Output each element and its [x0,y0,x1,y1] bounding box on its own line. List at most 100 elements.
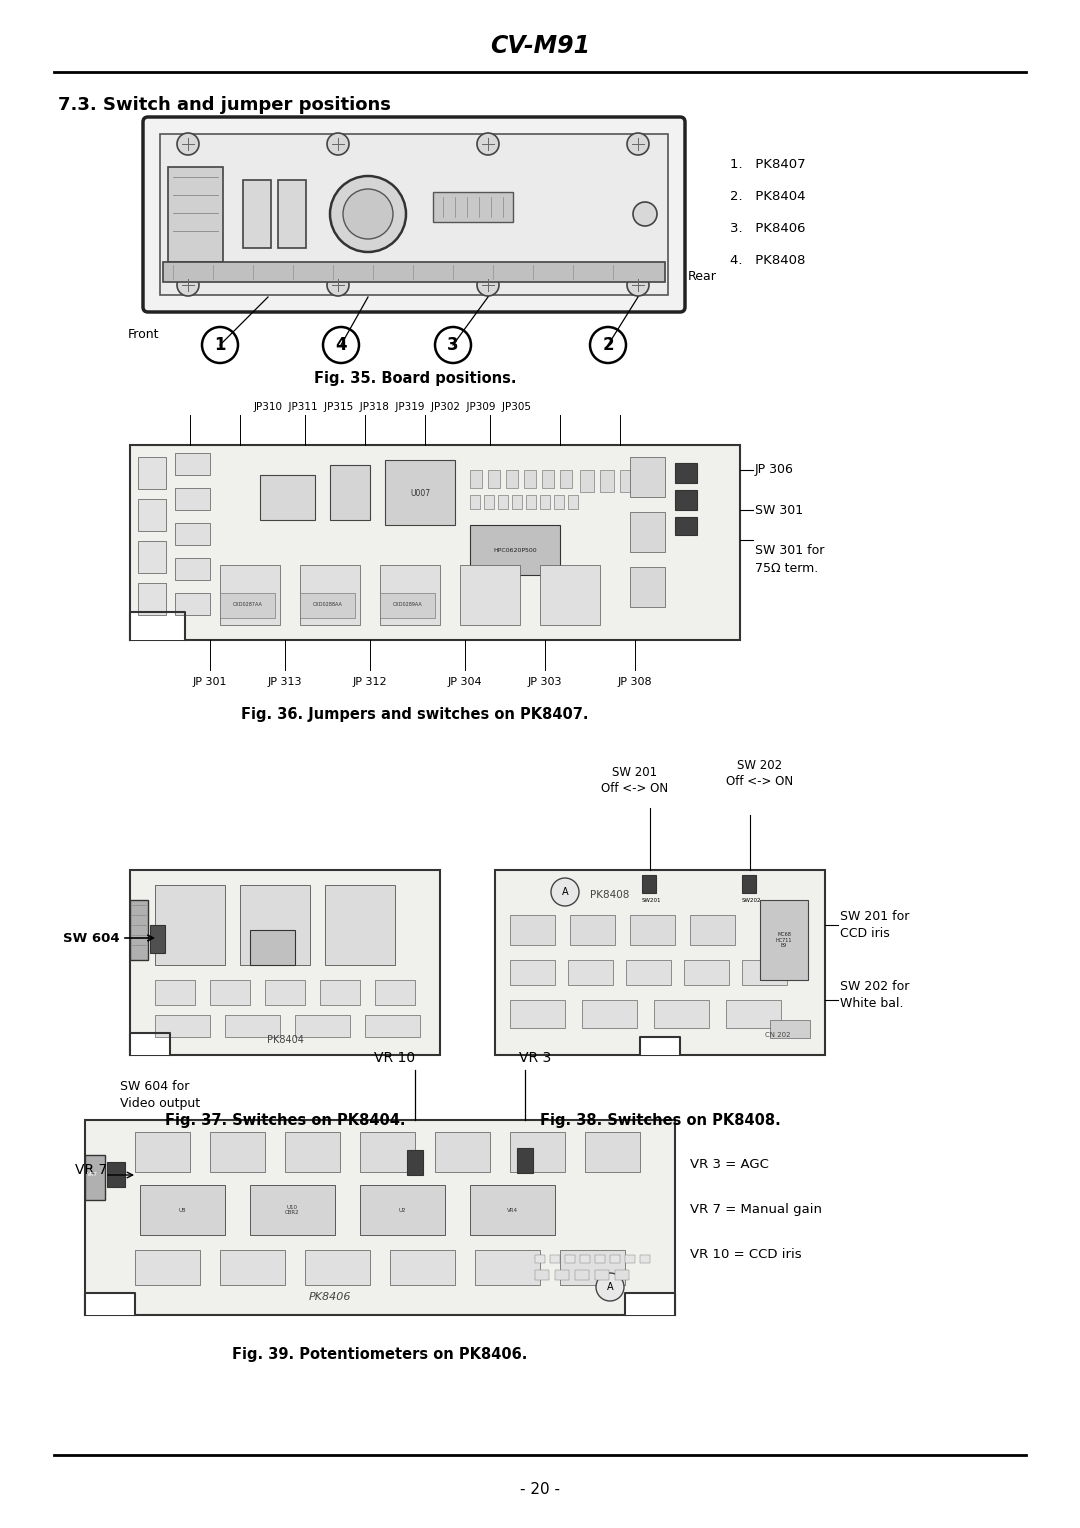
Text: U007: U007 [410,489,430,498]
Text: VR 10 = CCD iris: VR 10 = CCD iris [690,1248,801,1262]
Bar [470,495,480,509]
Bar [130,900,148,960]
Text: 3.   PK8406: 3. PK8406 [730,223,806,235]
Text: SW 604: SW 604 [64,932,120,944]
Bar [600,471,615,492]
Text: CV-M91: CV-M91 [490,34,590,58]
Circle shape [477,274,499,296]
Bar [130,1033,170,1054]
Text: VR 3: VR 3 [518,1051,551,1065]
Text: 3: 3 [447,336,459,354]
Text: Fig. 39. Potentiometers on PK8406.: Fig. 39. Potentiometers on PK8406. [232,1348,528,1363]
Text: HPC0620P500: HPC0620P500 [494,547,537,553]
Bar [561,1250,625,1285]
Text: VR4: VR4 [507,1207,517,1213]
Text: JP 301: JP 301 [192,677,227,688]
Bar [380,565,440,625]
Text: VR 10: VR 10 [375,1051,416,1065]
Bar [470,471,482,487]
Bar [156,885,225,966]
Bar [175,523,210,545]
Text: Fig. 36. Jumpers and switches on PK8407.: Fig. 36. Jumpers and switches on PK8407. [241,707,589,723]
Text: - 20 -: - 20 - [519,1482,561,1497]
Bar [300,565,360,625]
Bar [625,1293,675,1316]
Bar [220,565,280,625]
Bar [555,1270,569,1280]
Bar [470,1186,555,1235]
Bar [360,1132,415,1172]
Text: JP 313: JP 313 [268,677,302,688]
Bar [565,1254,575,1264]
Bar [135,1132,190,1172]
Bar [675,490,697,510]
Bar [220,1250,285,1285]
Bar [770,1021,810,1038]
Text: 4.   PK8408: 4. PK8408 [730,255,806,267]
Circle shape [202,327,238,364]
Bar [160,134,669,295]
Text: SW 301 for
75Ω term.: SW 301 for 75Ω term. [755,544,824,576]
Bar [524,471,536,487]
Text: VR 7: VR 7 [75,1163,107,1177]
Text: 7.3. Switch and jumper positions: 7.3. Switch and jumper positions [58,96,391,115]
Bar [325,885,395,966]
Bar [630,512,665,552]
Bar [175,593,210,614]
Bar [365,1015,420,1038]
Bar [305,1250,370,1285]
Text: Fig. 35. Board positions.: Fig. 35. Board positions. [314,371,516,387]
Bar [375,979,415,1005]
FancyBboxPatch shape [143,118,685,312]
Text: CN 202: CN 202 [765,1031,791,1038]
Bar [498,495,508,509]
Bar [278,180,306,248]
Bar [175,558,210,581]
Bar [512,495,522,509]
Bar [625,1254,635,1264]
Bar [510,915,555,944]
Text: MC68
HC711
E9: MC68 HC711 E9 [775,932,793,949]
Bar [140,1186,225,1235]
Bar [175,452,210,475]
Bar [642,876,656,892]
Text: 2.   PK8404: 2. PK8404 [730,191,806,203]
Bar [726,999,781,1028]
Bar [220,593,275,617]
Bar [640,1254,650,1264]
Bar [526,495,536,509]
Bar [300,593,355,617]
Circle shape [596,1273,624,1300]
Bar [580,1254,590,1264]
Text: JP 308: JP 308 [618,677,652,688]
Text: SW 201 for
CCD iris: SW 201 for CCD iris [840,911,909,940]
Bar [390,1250,455,1285]
Text: U2: U2 [399,1207,406,1213]
Text: CXD0289AA: CXD0289AA [393,602,423,608]
Bar [138,541,166,573]
Circle shape [627,133,649,154]
Bar [535,1254,545,1264]
Bar [568,960,613,986]
Text: Fig. 37. Switches on PK8404.: Fig. 37. Switches on PK8404. [165,1112,405,1128]
Text: 2: 2 [603,336,613,354]
Bar [225,1015,280,1038]
Circle shape [327,274,349,296]
Bar [630,457,665,497]
Bar [130,613,185,640]
Text: 1.   PK8407: 1. PK8407 [730,159,806,171]
Bar [135,1250,200,1285]
Bar [475,1250,540,1285]
Text: PK8408: PK8408 [590,889,630,900]
Bar [507,471,518,487]
Bar [630,915,675,944]
Bar [260,475,315,520]
Bar [561,471,572,487]
Circle shape [551,879,579,906]
Text: PK8406: PK8406 [309,1293,351,1302]
Text: SW 201
Off <-> ON: SW 201 Off <-> ON [602,766,669,795]
Bar [630,567,665,607]
Text: SW 604 for
Video output: SW 604 for Video output [120,1080,200,1109]
Circle shape [590,327,626,364]
Text: SW 202
Off <-> ON: SW 202 Off <-> ON [727,759,794,788]
